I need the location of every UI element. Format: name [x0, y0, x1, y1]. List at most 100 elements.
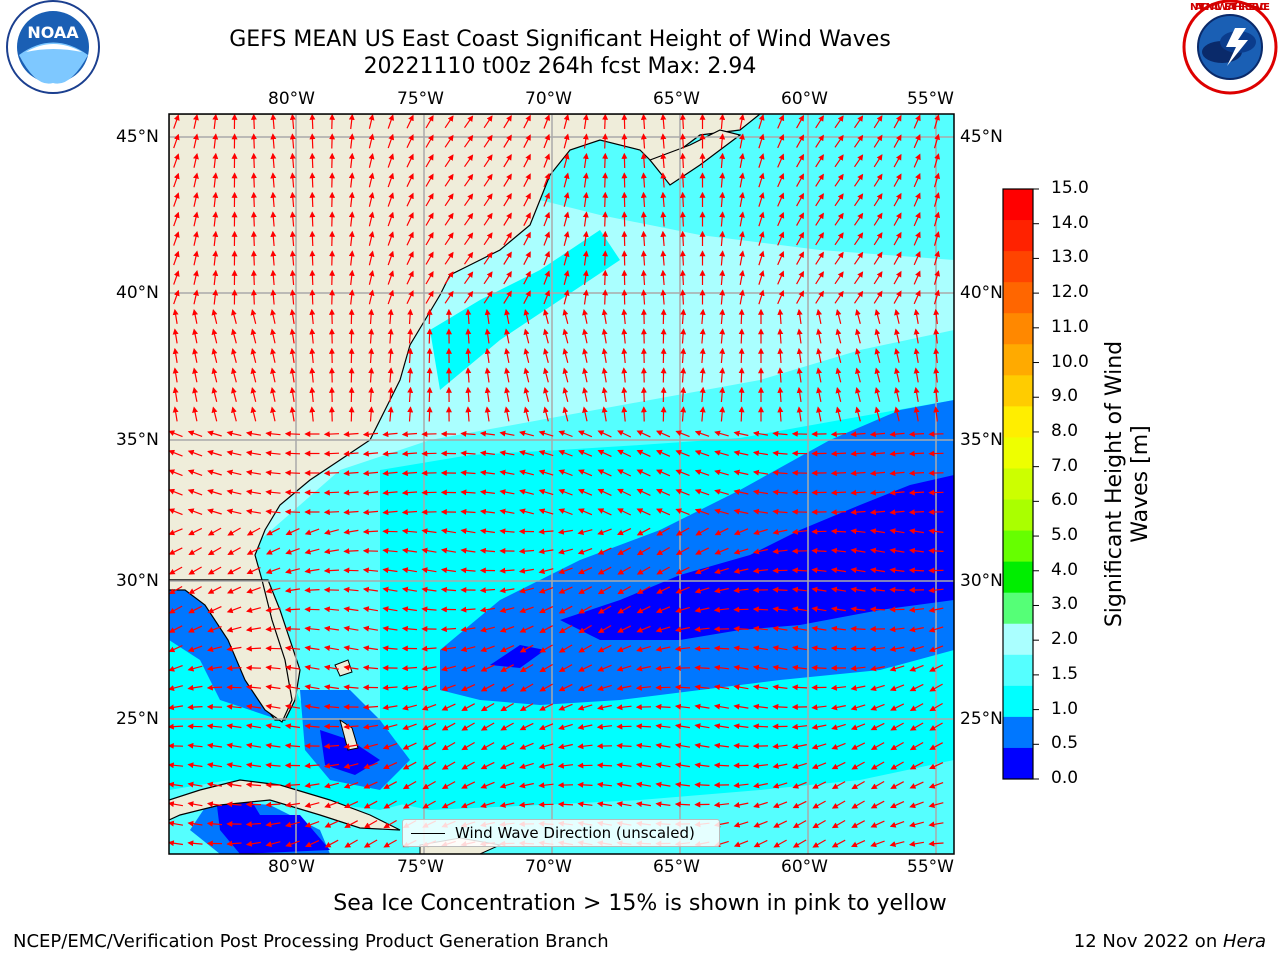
lon-label-bottom-70w: 70°W — [525, 857, 572, 877]
wind-wave-arrow — [854, 193, 864, 207]
wind-wave-arrow — [460, 430, 476, 437]
wind-wave-arrow — [563, 231, 570, 246]
wind-wave-arrow — [582, 250, 589, 266]
wind-wave-arrow — [894, 328, 900, 344]
wind-wave-arrow — [928, 587, 944, 594]
wind-wave-arrow — [733, 568, 749, 574]
wind-wave-arrow — [250, 269, 257, 286]
wind-wave-arrow — [577, 430, 593, 438]
wind-wave-arrow — [479, 508, 495, 515]
wind-wave-arrow — [211, 309, 218, 324]
wind-wave-arrow — [796, 192, 804, 207]
wind-wave-arrow — [796, 270, 804, 285]
wind-wave-arrow — [483, 232, 493, 246]
wind-wave-arrow — [285, 568, 300, 574]
wind-wave-arrow — [758, 231, 765, 246]
colorbar-tick-label: 2.0 — [1051, 629, 1079, 650]
wind-wave-arrow — [680, 347, 687, 364]
wind-wave-arrow — [250, 367, 257, 383]
wind-wave-arrow — [733, 469, 749, 476]
wind-wave-arrow — [772, 450, 788, 457]
wind-wave-arrow — [597, 566, 612, 575]
wind-wave-arrow — [874, 328, 881, 344]
wind-wave-arrow — [830, 547, 846, 554]
wind-wave-arrow — [484, 406, 491, 422]
wind-wave-arrow — [873, 232, 883, 246]
wind-wave-arrow — [893, 231, 902, 246]
wind-wave-arrow — [212, 191, 219, 208]
wind-wave-arrow — [444, 134, 454, 148]
wind-wave-arrow — [504, 308, 510, 325]
wind-wave-arrow — [483, 290, 493, 304]
wind-wave-arrow — [679, 250, 686, 266]
wind-wave-arrow — [460, 606, 476, 613]
wind-wave-arrow — [503, 134, 512, 148]
wind-wave-arrow — [758, 114, 765, 129]
wind-wave-arrow — [578, 624, 592, 634]
wind-wave-arrow — [407, 328, 414, 344]
wind-wave-arrow — [270, 211, 277, 227]
wind-wave-arrow — [193, 114, 199, 129]
colorbar-segment — [1003, 313, 1033, 345]
wind-wave-arrow — [680, 386, 687, 403]
wind-wave-arrow — [503, 114, 512, 129]
wind-wave-arrow — [289, 328, 296, 344]
wind-wave-arrow — [699, 406, 706, 422]
wind-wave-arrow — [873, 134, 883, 148]
wind-wave-arrow — [874, 348, 881, 363]
wind-wave-arrow — [270, 114, 277, 130]
wind-wave-arrow — [406, 153, 414, 168]
wind-wave-arrow — [543, 309, 549, 324]
wind-wave-arrow — [640, 269, 647, 286]
wind-wave-arrow — [289, 230, 296, 247]
wind-wave-arrow — [464, 212, 474, 226]
wind-wave-arrow — [343, 548, 359, 555]
wind-wave-arrow — [401, 625, 418, 632]
wind-wave-arrow — [231, 309, 237, 324]
wind-wave-arrow — [362, 625, 379, 632]
wind-wave-arrow — [582, 406, 588, 422]
map-panel — [169, 114, 954, 854]
wind-wave-arrow — [577, 548, 593, 555]
wind-wave-arrow — [343, 606, 359, 613]
wind-wave-arrow — [694, 781, 710, 788]
wind-wave-arrow — [578, 567, 593, 575]
wind-wave-arrow — [304, 587, 320, 594]
wind-wave-arrow — [543, 192, 551, 207]
wind-wave-arrow — [284, 450, 301, 457]
wind-wave-arrow — [889, 547, 905, 554]
wind-wave-arrow — [834, 193, 844, 207]
wind-wave-arrow — [796, 173, 804, 187]
wind-wave-arrow — [694, 469, 710, 476]
wind-wave-arrow — [928, 528, 944, 535]
wind-wave-arrow — [855, 406, 861, 422]
wind-wave-arrow — [617, 508, 632, 516]
wind-wave-arrow — [382, 509, 398, 516]
map-gridlines — [169, 114, 954, 854]
wind-wave-arrow — [543, 250, 551, 266]
wind-wave-arrow — [460, 508, 476, 515]
lat-label-right-30n: 30°N — [960, 571, 1003, 591]
wind-wave-arrow — [169, 430, 183, 438]
wind-wave-arrow — [596, 762, 613, 769]
wind-wave-arrow — [368, 231, 375, 246]
wind-wave-arrow — [738, 328, 745, 344]
wind-wave-arrow — [893, 114, 902, 129]
wind-wave-arrow — [440, 586, 457, 593]
wind-wave-arrow — [426, 367, 433, 383]
wind-wave-arrow — [597, 430, 612, 438]
wind-wave-arrow — [699, 386, 706, 403]
wind-wave-arrow — [284, 469, 301, 476]
wind-wave-arrow — [503, 192, 512, 207]
wind-wave-arrow — [680, 308, 687, 325]
lon-label-bottom-65w: 65°W — [653, 857, 700, 877]
wind-wave-arrow — [250, 348, 257, 363]
colorbar-tick-label: 1.0 — [1051, 698, 1079, 719]
wind-wave-arrow — [285, 548, 300, 555]
wind-wave-arrow — [694, 430, 710, 437]
wind-wave-arrow — [543, 231, 551, 246]
wind-wave-arrow — [270, 289, 277, 305]
wind-wave-arrow — [796, 134, 804, 148]
wind-wave-arrow — [777, 153, 785, 168]
